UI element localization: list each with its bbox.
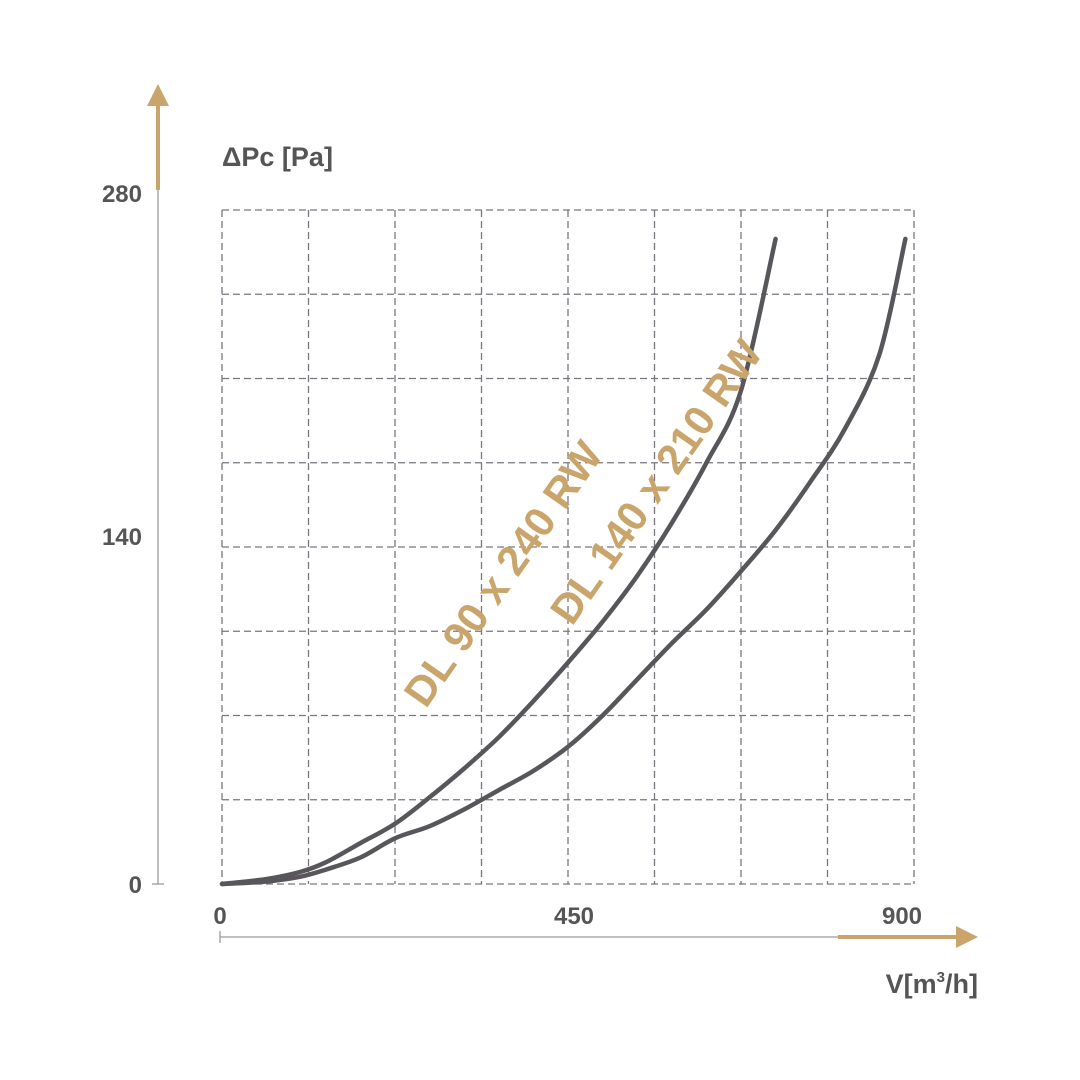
y-tick-label: 140 — [102, 524, 142, 551]
x-axis-arrow-head — [956, 926, 978, 948]
x-tick-label: 450 — [554, 903, 594, 930]
y-tick-label: 0 — [129, 872, 142, 899]
series-line-2 — [219, 236, 908, 887]
axes — [147, 84, 978, 948]
x-tick-label: 0 — [213, 903, 226, 930]
y-tick-label: 280 — [102, 181, 142, 208]
y-axis-arrow-head — [147, 84, 169, 106]
x-tick-label: 900 — [882, 903, 922, 930]
series-curves — [219, 236, 908, 887]
grid — [221, 209, 915, 885]
y-axis-title: ΔPc [Pa] — [222, 142, 333, 172]
series-line-1 — [219, 236, 778, 887]
x-axis-title: V[m3/h] — [886, 969, 978, 999]
